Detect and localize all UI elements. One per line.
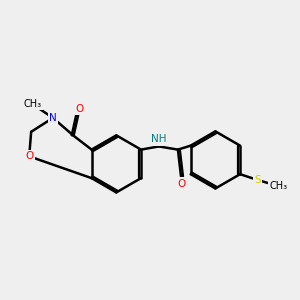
Text: O: O <box>177 179 185 189</box>
Text: NH: NH <box>151 134 166 144</box>
Text: S: S <box>255 175 261 185</box>
Text: CH₃: CH₃ <box>23 99 41 109</box>
Text: O: O <box>25 151 33 161</box>
Text: N: N <box>49 113 57 123</box>
Text: O: O <box>75 104 84 114</box>
Text: CH₃: CH₃ <box>269 181 288 191</box>
